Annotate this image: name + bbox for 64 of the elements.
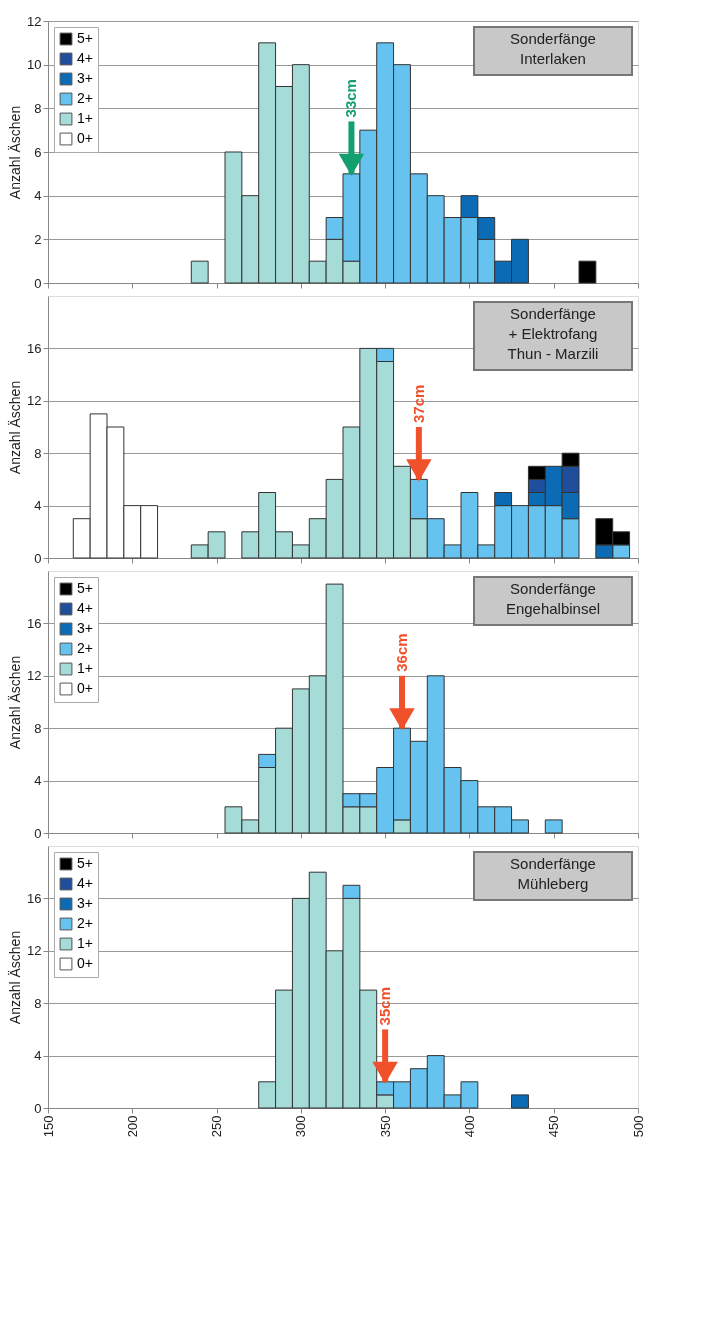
x-tick-label: 350 — [377, 1115, 393, 1138]
legend-label: 3+ — [77, 895, 93, 911]
x-tick-label: 400 — [461, 1115, 477, 1138]
y-tick-label: 4 — [34, 188, 42, 204]
x-tick-label: 500 — [630, 1115, 646, 1138]
legend-label: 2+ — [77, 640, 93, 656]
y-tick-label: 8 — [34, 720, 42, 736]
text: Sonderfänge Engehalbinsel — [505, 580, 601, 617]
legend-label: 0+ — [77, 955, 93, 971]
legend-label: 1+ — [77, 110, 93, 126]
legend-label: 5+ — [77, 855, 93, 871]
text: Sonderfänge Mühleberg — [510, 855, 596, 892]
text: Sonderfänge Interlaken — [510, 30, 596, 67]
y-axis-title: Anzahl Äschen — [7, 930, 24, 1025]
annotation: 33cm — [342, 79, 360, 118]
legend-label: 0+ — [77, 680, 93, 696]
annotation: 35cm — [376, 987, 394, 1026]
legend-label: 4+ — [77, 50, 93, 66]
y-tick-label: 16 — [27, 615, 42, 631]
y-tick-label: 16 — [27, 890, 42, 906]
y-tick-label: 8 — [34, 995, 42, 1011]
y-tick-label: 0 — [34, 275, 42, 291]
legend-label: 1+ — [77, 660, 93, 676]
x-tick-label: 150 — [40, 1115, 56, 1138]
y-tick-label: 10 — [27, 57, 42, 73]
y-tick-label: 12 — [27, 13, 42, 29]
legend-label: 4+ — [77, 600, 93, 616]
x-tick-label: 300 — [293, 1115, 309, 1138]
y-tick-label: 2 — [34, 231, 42, 247]
bar — [544, 819, 563, 834]
legend-label: 1+ — [77, 935, 93, 951]
legend-label: 2+ — [77, 90, 93, 106]
bar — [511, 1094, 529, 1109]
y-tick-label: 4 — [34, 773, 42, 789]
annotation: 37cm — [409, 384, 427, 423]
y-tick-label: 12 — [27, 943, 42, 959]
y-tick-label: 6 — [34, 144, 42, 160]
y-tick-label: 12 — [27, 668, 42, 684]
y-tick-label: 12 — [27, 393, 42, 409]
legend-label: 5+ — [77, 580, 93, 596]
legend-label: 3+ — [77, 70, 93, 86]
y-tick-label: 4 — [34, 1048, 42, 1064]
y-tick-label: 0 — [34, 825, 42, 841]
x-tick-label: 200 — [124, 1115, 140, 1138]
bar — [190, 260, 209, 284]
bar — [578, 260, 597, 284]
x-tick-label: 250 — [209, 1115, 225, 1138]
legend-label: 3+ — [77, 620, 93, 636]
y-tick-label: 0 — [34, 1100, 42, 1116]
y-tick-label: 8 — [34, 100, 42, 116]
x-tick-label: 450 — [546, 1115, 562, 1138]
text: Sonderfänge + Elektrofang Thun - Marzili — [507, 305, 599, 362]
y-tick-label: 4 — [34, 498, 42, 514]
legend-label: 2+ — [77, 915, 93, 931]
legend-label: 4+ — [77, 875, 93, 891]
y-tick-label: 8 — [34, 445, 42, 461]
annotation: 36cm — [393, 633, 410, 672]
y-tick-label: 0 — [34, 550, 42, 566]
y-axis-title: Anzahl Äschen — [7, 655, 24, 750]
legend-label: 5+ — [77, 30, 93, 46]
y-axis-title: Anzahl Äschen — [7, 380, 24, 475]
y-axis-title: Anzahl Äschen — [7, 105, 24, 200]
y-tick-label: 16 — [27, 340, 42, 356]
legend-label: 0+ — [77, 130, 93, 146]
